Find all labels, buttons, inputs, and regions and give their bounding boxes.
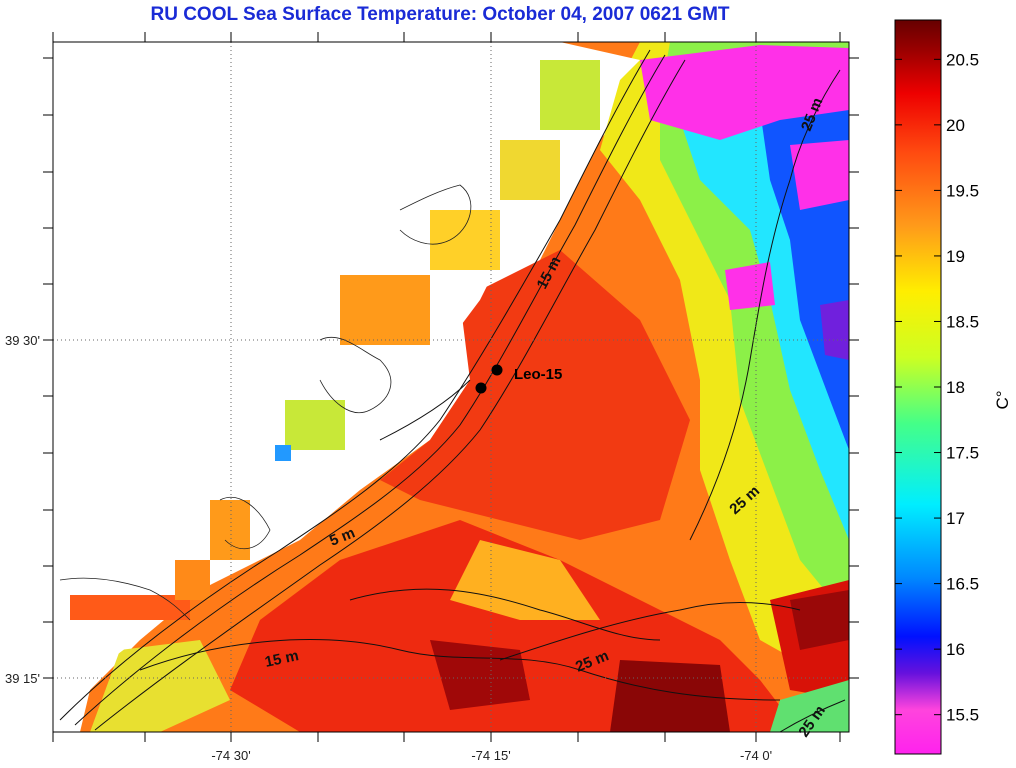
colorbar-tick-label: 18.5 — [946, 312, 979, 331]
colorbar-tick-label: 18 — [946, 378, 965, 397]
magenta-patch-east — [790, 140, 849, 210]
inlet-pixels — [70, 595, 190, 620]
sst-field — [53, 42, 849, 732]
colorbar-tick-label: 20 — [946, 116, 965, 135]
magenta-patch-north — [640, 45, 849, 140]
land-outlines — [59, 184, 472, 621]
lon-label-2: -74 15' — [471, 748, 510, 763]
depth-label-3: 15 m — [263, 647, 300, 671]
coastal-pixels-3 — [500, 140, 560, 200]
purple-patch — [820, 300, 849, 360]
station-label: Leo-15 — [514, 366, 562, 383]
contour-15m — [94, 59, 686, 731]
dark-red-hotspot-3 — [790, 590, 849, 650]
coastal-pixels-7 — [175, 560, 210, 600]
tick-marks — [43, 32, 859, 742]
colorbar-tick-label: 15.5 — [946, 706, 979, 725]
plot-frame — [52, 41, 850, 733]
contour-25m-corner — [779, 699, 846, 732]
contour-25m-south — [499, 602, 801, 661]
station-marker-2 — [475, 382, 487, 394]
marsh-outline-2 — [319, 336, 392, 413]
contour-misc-1 — [349, 588, 661, 641]
marsh-outline-3 — [219, 497, 271, 549]
coastal-bay-pixels — [340, 275, 430, 345]
orange-yellow-streak — [450, 540, 600, 620]
inlet-outline — [59, 577, 191, 621]
colorbar-unit-label: C° — [993, 390, 1012, 409]
magenta-patch-mid — [725, 262, 775, 310]
dark-red-hotspot-2 — [610, 660, 730, 732]
contour-5m — [74, 54, 666, 726]
colorbar-ticks: 20.5 20 19.5 19 18.5 18 17.5 17 16.5 16 15.5 — [895, 50, 979, 725]
yellow-sw — [90, 640, 230, 732]
colorbar-tick-label: 17.5 — [946, 444, 979, 463]
gridlines — [53, 42, 849, 732]
colorbar-tick-label: 16.5 — [946, 575, 979, 594]
map-title: RU COOL Sea Surface Temperature: October… — [150, 4, 730, 25]
red-core-mid — [380, 250, 690, 540]
lat-label-2: 39 15' — [5, 671, 40, 686]
colorbar-tick-label: 19 — [946, 247, 965, 266]
coastal-pixels-4 — [540, 60, 600, 130]
colorbar-tick-label: 16 — [946, 640, 965, 659]
station-marker-1 — [491, 364, 503, 376]
coastal-pixels-2 — [430, 210, 500, 270]
lon-label-1: -74 30' — [211, 748, 250, 763]
marsh-outline-1 — [399, 184, 472, 245]
contour-25m-east — [689, 69, 841, 541]
coastline — [59, 49, 651, 721]
colorbar-tick-label: 20.5 — [946, 50, 979, 69]
lat-label-1: 39 30' — [5, 333, 40, 348]
coastal-pixels-5 — [285, 400, 345, 450]
lon-label-3: -74 0' — [740, 748, 772, 763]
green-se-corner — [770, 680, 849, 732]
coastal-blue-pixel — [275, 445, 291, 461]
contour-misc-2 — [379, 379, 471, 441]
colorbar-tick-label: 17 — [946, 509, 965, 528]
contour-lines — [59, 49, 846, 732]
colorbar-tick-label: 19.5 — [946, 181, 979, 200]
contour-15m-south — [139, 639, 781, 701]
coastal-pixels-6 — [210, 500, 250, 560]
